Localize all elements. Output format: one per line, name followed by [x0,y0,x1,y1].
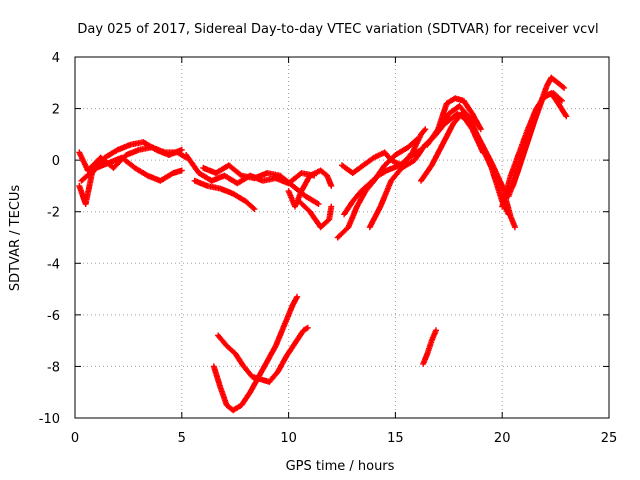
y-tick-label: 0 [52,154,60,169]
x-axis-label: GPS time / hours [286,459,395,474]
x-tick-label: 15 [387,431,404,446]
y-tick-label: -4 [47,257,60,272]
y-tick-label: -6 [47,309,60,324]
series-track-21 [420,327,439,367]
series-track-20 [215,324,311,385]
series-track-18 [505,90,570,200]
x-tick-label: 20 [494,431,511,446]
grid [75,57,609,418]
series-track-5 [191,177,258,213]
series-track-11 [339,126,429,176]
y-tick-label: -10 [39,412,60,427]
point-marker [78,154,185,184]
x-tick-label: 5 [178,431,186,446]
point-marker [334,136,420,241]
series-track-14 [418,110,486,184]
series-track-19 [210,293,301,414]
point-marker [435,95,484,133]
chart-title: Day 025 of 2017, Sidereal Day-to-day VTE… [77,22,598,37]
series-track-7 [285,167,335,210]
point-marker [200,162,322,207]
x-tick-label: 10 [280,431,297,446]
point-marker [505,90,570,200]
series-track-9 [334,136,420,241]
y-tick-label: -2 [47,206,60,221]
series-track-8 [296,198,335,231]
series-track-3 [78,154,185,184]
data-marks [76,74,570,414]
x-tick-label: 0 [71,431,79,446]
series-track-6 [200,162,322,207]
y-tick-label: 2 [52,103,60,118]
x-tick-label: 25 [601,431,618,446]
y-tick-label: -8 [47,360,60,375]
y-axis-label: SDTVAR / TECUs [8,185,23,292]
series-track-15 [435,95,484,133]
plot-frame [74,56,610,419]
point-marker [339,126,429,176]
point-marker [191,177,258,213]
axis-ticks: 0 5 10 15 20 25 -10 -8 -6 -4 -2 0 2 4 [39,51,618,446]
point-marker [418,110,486,184]
point-marker [215,324,311,385]
y-tick-label: 4 [52,51,60,66]
point-marker [296,198,335,231]
point-marker [420,327,439,367]
point-marker [285,167,335,210]
point-marker [210,293,301,414]
